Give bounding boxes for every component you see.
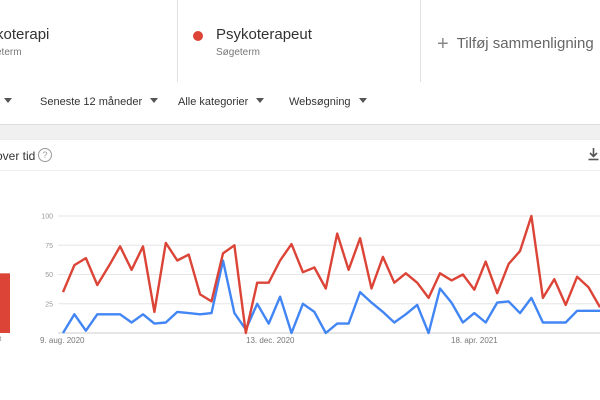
series-color-dot [193, 31, 203, 41]
category-value: Alle kategorier [178, 96, 249, 108]
category-dropdown[interactable]: Alle kategorier [178, 96, 265, 108]
plus-icon: + [437, 33, 449, 55]
series-line [61, 214, 600, 335]
chart-series [61, 214, 600, 335]
search-term-1-name[interactable]: koterapi [0, 26, 50, 43]
search-term-1-type: eterm [0, 47, 22, 58]
y-tick-label: 25 [45, 301, 53, 308]
download-icon[interactable] [587, 147, 600, 161]
chevron-down-icon [150, 98, 159, 103]
search-term-2[interactable]: Psykoterapeut Søgeterm [178, 0, 421, 82]
help-icon[interactable]: ? [38, 148, 52, 162]
x-tick-label: 9. aug. 2020 [40, 336, 85, 345]
search-type-dropdown[interactable]: Websøgning [289, 96, 367, 108]
y-tick-label: 100 [41, 214, 53, 221]
chevron-down-icon [358, 98, 367, 103]
chevron-down-icon [4, 98, 12, 103]
add-comparison-button[interactable]: + Tilføj sammenligning [437, 33, 594, 56]
x-tick-label: 18. apr. 2021 [451, 336, 498, 345]
time-range-dropdown[interactable]: Seneste 12 måneder [40, 96, 159, 108]
x-axis-labels: 9. aug. 2020 13. dec. 2020 18. apr. 2021 [40, 336, 498, 345]
interest-over-time-card: over tid ? [0, 140, 600, 400]
average-label: nit [0, 336, 1, 343]
time-range-value: Seneste 12 måneder [40, 96, 143, 108]
x-tick-label: 13. dec. 2020 [246, 336, 295, 345]
series-line [61, 259, 600, 335]
add-comparison[interactable]: + Tilføj sammenligning [421, 0, 600, 82]
filter-row: Seneste 12 måneder Alle kategorier Websø… [0, 82, 600, 125]
comparison-terms-bar: koterapi eterm Psykoterapeut Søgeterm + T… [0, 0, 600, 83]
region-dropdown[interactable] [0, 96, 12, 108]
y-tick-label: 75 [45, 243, 53, 250]
card-title: over tid [0, 149, 36, 163]
search-term-2-name[interactable]: Psykoterapeut [216, 26, 312, 43]
average-bar [0, 273, 10, 333]
search-type-value: Websøgning [289, 96, 351, 108]
chevron-down-icon [256, 98, 265, 103]
search-term-2-type: Søgeterm [216, 47, 260, 58]
add-comparison-label: Tilføj sammenligning [456, 35, 594, 52]
search-term-1[interactable]: koterapi eterm [0, 0, 178, 82]
y-axis-ticks: 100 75 50 25 [41, 214, 53, 309]
card-divider [0, 170, 600, 171]
y-tick-label: 50 [45, 272, 53, 279]
